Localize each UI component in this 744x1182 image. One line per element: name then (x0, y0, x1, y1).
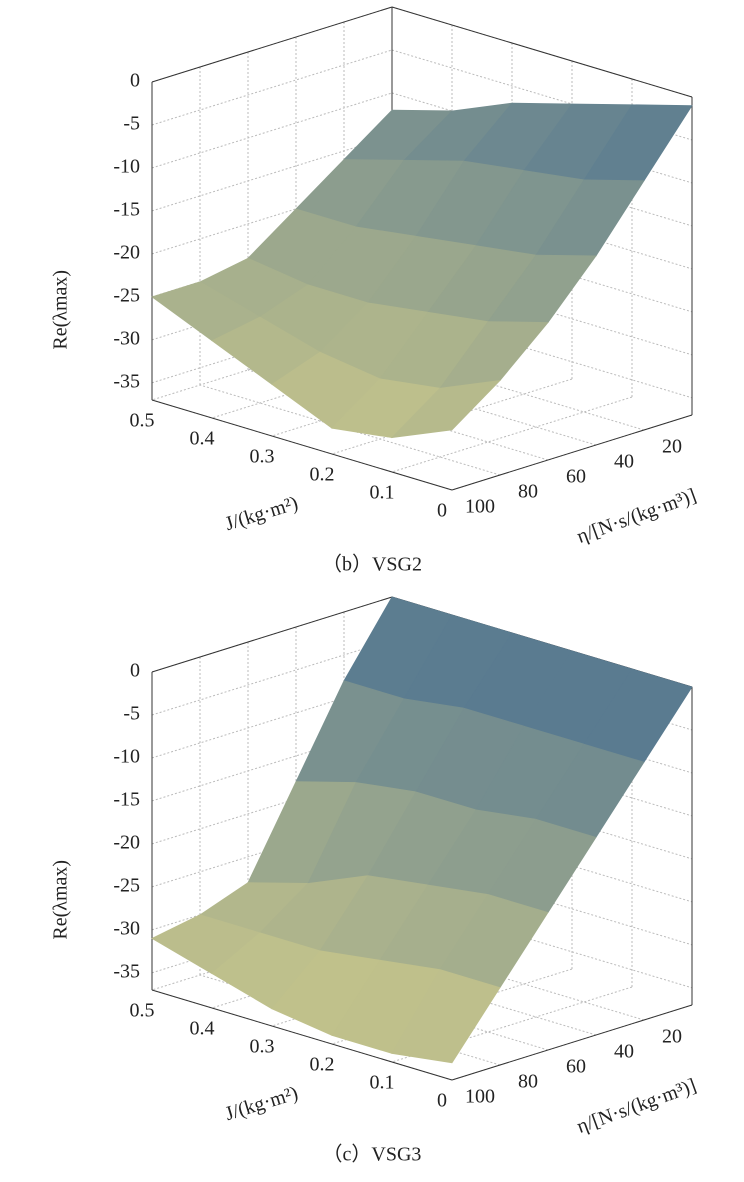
z-tick-label: -15 (113, 199, 140, 221)
y-tick-label: 60 (566, 466, 586, 488)
x-tick-label: 0.1 (370, 482, 395, 504)
grid-line (151, 135, 393, 212)
z-tick-label: -5 (123, 703, 140, 725)
y-tick-label: 40 (614, 1041, 634, 1063)
z-tick-label: -30 (113, 327, 140, 349)
x-tick-label: 0.5 (130, 1000, 155, 1022)
z-tick-label: -25 (113, 284, 140, 306)
x-tick-label: 0 (437, 500, 447, 522)
surface-patch (390, 379, 502, 439)
axis-edge (451, 1004, 693, 1081)
x-tick-label: 0 (437, 1090, 447, 1112)
z-tick-label: -35 (113, 370, 140, 392)
x-tick-label: 0.3 (250, 446, 275, 468)
axis-edge (151, 6, 393, 83)
z-tick-label: 0 (130, 70, 140, 92)
x-axis-label: J/(kg·m²) (223, 1082, 301, 1125)
z-tick-label: -10 (113, 156, 140, 178)
x-tick-label: 0.3 (250, 1036, 275, 1058)
z-tick-label: 0 (130, 660, 140, 682)
surface-patch (391, 969, 501, 1064)
y-tick-label: 100 (465, 496, 495, 518)
caption: （b）VSG2 (322, 553, 422, 576)
caption: （c）VSG3 (323, 1143, 422, 1166)
z-tick-label: -30 (113, 917, 140, 939)
z-axis-label: Re(λmax) (50, 860, 72, 940)
grid-line (391, 396, 633, 473)
z-tick-label: -35 (113, 960, 140, 982)
y-tick-label: 20 (662, 436, 682, 458)
z-tick-label: -10 (113, 746, 140, 768)
z-tick-label: -15 (113, 789, 140, 811)
z-tick-label: -25 (113, 874, 140, 896)
z-tick-label: -5 (123, 113, 140, 135)
y-axis-label: η/[N·s/(kg·m³)] (574, 1074, 699, 1138)
y-tick-label: 80 (518, 1071, 538, 1093)
x-tick-label: 0.5 (130, 410, 155, 432)
axis-edge (151, 989, 453, 1081)
x-tick-label: 0.2 (310, 464, 335, 486)
x-tick-label: 0.4 (190, 428, 215, 450)
y-axis-label: η/[N·s/(kg·m³)] (574, 484, 699, 548)
y-tick-label: 60 (566, 1056, 586, 1078)
x-tick-label: 0.1 (370, 1072, 395, 1094)
x-tick-label: 0.4 (190, 1018, 215, 1040)
y-tick-label: 80 (518, 481, 538, 503)
grid-line (151, 639, 393, 716)
grid-line (151, 49, 393, 126)
y-tick-label: 20 (662, 1026, 682, 1048)
y-tick-label: 40 (614, 451, 634, 473)
z-tick-label: -20 (113, 241, 140, 263)
y-tick-label: 100 (465, 1086, 495, 1108)
x-tick-label: 0.2 (310, 1054, 335, 1076)
z-axis-label: Re(λmax) (50, 270, 72, 350)
axis-edge (151, 596, 393, 673)
grid-line (151, 92, 393, 169)
axis-edge (451, 414, 693, 491)
x-axis-label: J/(kg·m²) (223, 492, 301, 535)
z-tick-label: -20 (113, 831, 140, 853)
axis-edge (391, 6, 693, 98)
axis-edge (151, 399, 453, 491)
